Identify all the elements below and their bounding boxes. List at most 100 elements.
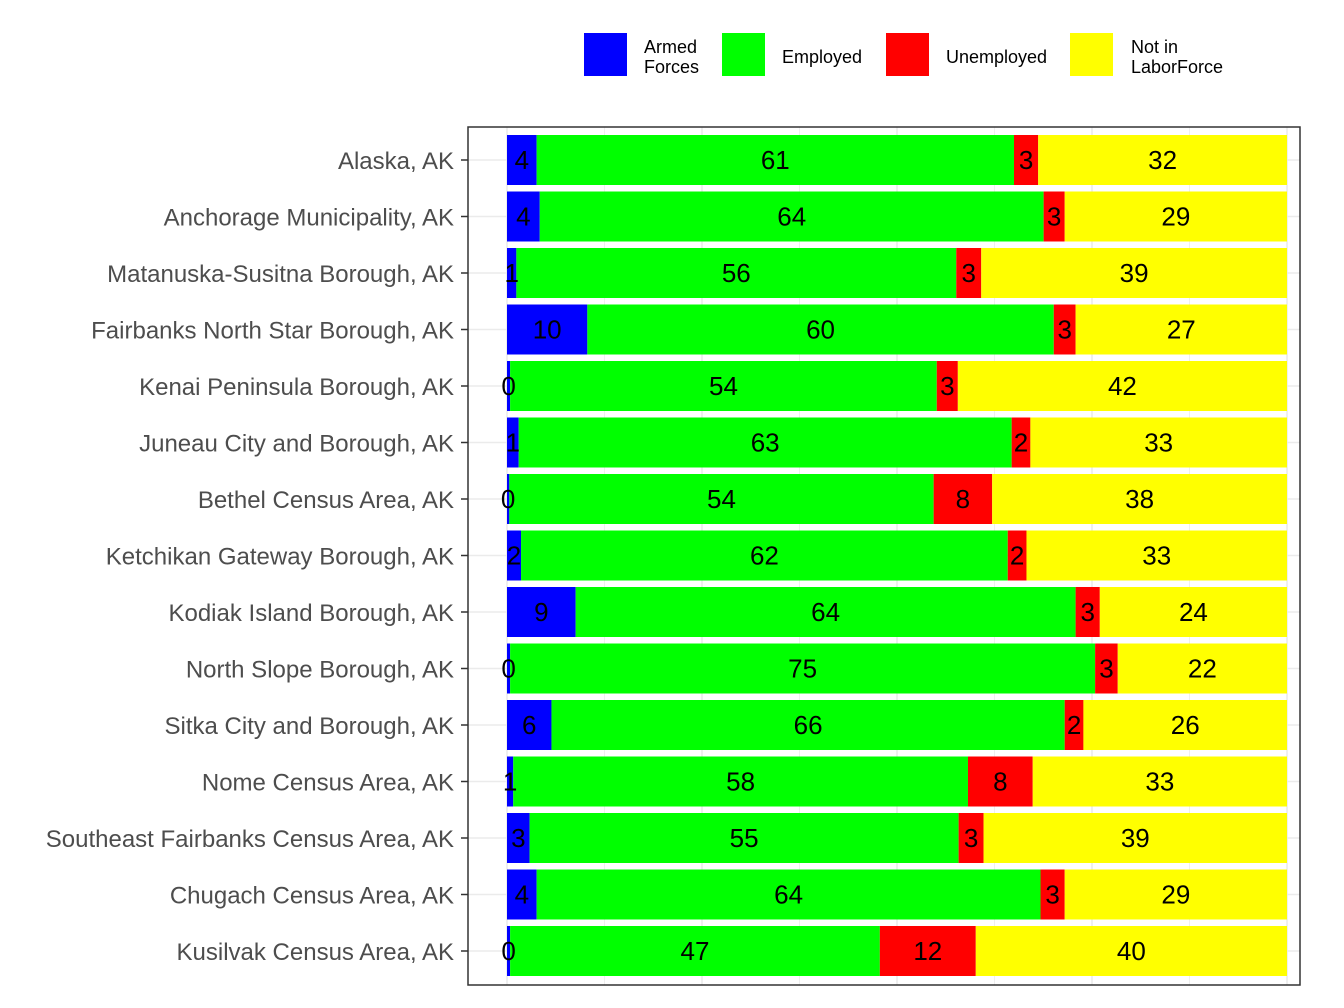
y-tick-label-11: Nome Census Area, AK	[202, 770, 454, 797]
bar-label-employed-9: 75	[788, 654, 817, 684]
bar-not-in-laborforce-13	[1064, 869, 1287, 920]
bar-label-armed-forces-6: 0	[501, 484, 515, 514]
bar-label-not-in-laborforce-12: 39	[1121, 823, 1150, 853]
bar-label-unemployed-11: 8	[993, 767, 1007, 797]
bar-employed-2	[516, 248, 957, 298]
legend-item-unemployed: Unemployed	[886, 33, 1047, 76]
bar-label-armed-forces-7: 2	[507, 541, 521, 571]
y-tick-label-9: North Slope Borough, AK	[186, 657, 454, 684]
bar-label-not-in-laborforce-11: 33	[1145, 767, 1174, 797]
bar-unemployed-0	[1014, 135, 1039, 185]
y-tick-label-4: Kenai Peninsula Borough, AK	[139, 374, 454, 401]
bar-label-armed-forces-0: 4	[515, 145, 529, 175]
bar-armed-forces-2	[507, 248, 517, 298]
bar-not-in-laborforce-12	[983, 813, 1287, 863]
bar-employed-5	[518, 417, 1012, 468]
bar-label-not-in-laborforce-14: 40	[1117, 936, 1146, 966]
bar-label-unemployed-0: 3	[1019, 145, 1033, 175]
bar-unemployed-1	[1043, 191, 1065, 242]
y-tick-label-0: Alaska, AK	[338, 148, 454, 175]
bar-label-employed-3: 60	[806, 315, 835, 345]
bar-label-armed-forces-3: 10	[533, 315, 562, 345]
bar-label-armed-forces-11: 1	[503, 767, 517, 797]
bar-unemployed-2	[956, 248, 982, 298]
bar-armed-forces-14	[507, 926, 511, 976]
bar-label-employed-10: 66	[794, 710, 823, 740]
bar-label-not-in-laborforce-9: 22	[1188, 654, 1217, 684]
bar-employed-12	[529, 813, 959, 863]
bar-label-unemployed-9: 3	[1099, 654, 1113, 684]
y-tick-label-2: Matanuska-Susitna Borough, AK	[107, 261, 454, 288]
bar-not-in-laborforce-5	[1030, 417, 1287, 468]
bar-unemployed-4	[936, 361, 958, 411]
bar-label-unemployed-7: 2	[1010, 541, 1024, 571]
bar-not-in-laborforce-4	[957, 361, 1287, 411]
bar-not-in-laborforce-14	[975, 926, 1287, 976]
bar-armed-forces-13	[507, 869, 537, 920]
bar-label-unemployed-6: 8	[956, 484, 970, 514]
bar-not-in-laborforce-11	[1032, 756, 1287, 807]
bar-label-unemployed-13: 3	[1045, 880, 1059, 910]
bar-not-in-laborforce-9	[1117, 643, 1287, 694]
bar-armed-forces-4	[507, 361, 511, 411]
bar-label-armed-forces-8: 9	[534, 597, 548, 627]
legend-label-not-in-laborforce: Not in	[1131, 37, 1178, 57]
bar-label-armed-forces-4: 0	[501, 371, 515, 401]
bar-employed-14	[510, 926, 880, 976]
bar-not-in-laborforce-6	[992, 474, 1287, 524]
bar-not-in-laborforce-1	[1064, 191, 1287, 242]
bar-label-employed-13: 64	[774, 880, 803, 910]
bar-employed-1	[539, 191, 1044, 242]
bar-label-armed-forces-1: 4	[516, 202, 530, 232]
bar-label-unemployed-8: 3	[1080, 597, 1094, 627]
bar-armed-forces-9	[507, 643, 511, 694]
legend-key-not-in-laborforce	[1070, 33, 1113, 76]
y-tick-label-10: Sitka City and Borough, AK	[165, 713, 455, 740]
y-tick-label-12: Southeast Fairbanks Census Area, AK	[46, 826, 454, 853]
bar-armed-forces-6	[507, 474, 510, 524]
bar-label-employed-8: 64	[811, 597, 840, 627]
y-tick-label-8: Kodiak Island Borough, AK	[168, 600, 454, 627]
bar-armed-forces-7	[507, 530, 522, 581]
bar-unemployed-11	[967, 756, 1033, 807]
bar-unemployed-7	[1007, 530, 1027, 581]
y-tick-label-1: Anchorage Municipality, AK	[164, 205, 454, 232]
bar-armed-forces-11	[507, 756, 514, 807]
bar-label-unemployed-14: 12	[913, 936, 942, 966]
legend-label-armed-forces: Forces	[644, 57, 699, 77]
bar-employed-6	[509, 474, 934, 524]
bar-label-armed-forces-14: 0	[501, 936, 515, 966]
bar-label-unemployed-4: 3	[940, 371, 954, 401]
bar-employed-13	[536, 869, 1041, 920]
bar-unemployed-8	[1075, 587, 1100, 637]
legend-label-unemployed: Unemployed	[946, 47, 1047, 67]
bar-not-in-laborforce-2	[981, 248, 1287, 298]
bar-armed-forces-12	[507, 813, 530, 863]
y-tick-label-7: Ketchikan Gateway Borough, AK	[106, 544, 454, 571]
legend-key-employed	[722, 33, 765, 76]
y-tick-label-6: Bethel Census Area, AK	[198, 487, 454, 514]
bar-not-in-laborforce-3	[1075, 304, 1287, 355]
bar-unemployed-3	[1053, 304, 1076, 355]
legend-key-armed-forces	[584, 33, 627, 76]
y-tick-label-5: Juneau City and Borough, AK	[139, 431, 454, 458]
y-tick-label-14: Kusilvak Census Area, AK	[177, 939, 454, 966]
bar-unemployed-14	[879, 926, 976, 976]
bar-label-not-in-laborforce-2: 39	[1120, 258, 1149, 288]
bar-label-unemployed-12: 3	[964, 823, 978, 853]
bar-label-unemployed-10: 2	[1067, 710, 1081, 740]
bar-label-employed-6: 54	[707, 484, 736, 514]
bar-not-in-laborforce-8	[1099, 587, 1287, 637]
bar-label-armed-forces-9: 0	[501, 654, 515, 684]
bar-employed-3	[587, 304, 1054, 355]
bar-label-not-in-laborforce-0: 32	[1148, 145, 1177, 175]
bar-employed-9	[510, 643, 1096, 694]
bar-unemployed-9	[1095, 643, 1118, 694]
bar-label-armed-forces-10: 6	[522, 710, 536, 740]
bar-label-armed-forces-5: 1	[506, 428, 520, 458]
